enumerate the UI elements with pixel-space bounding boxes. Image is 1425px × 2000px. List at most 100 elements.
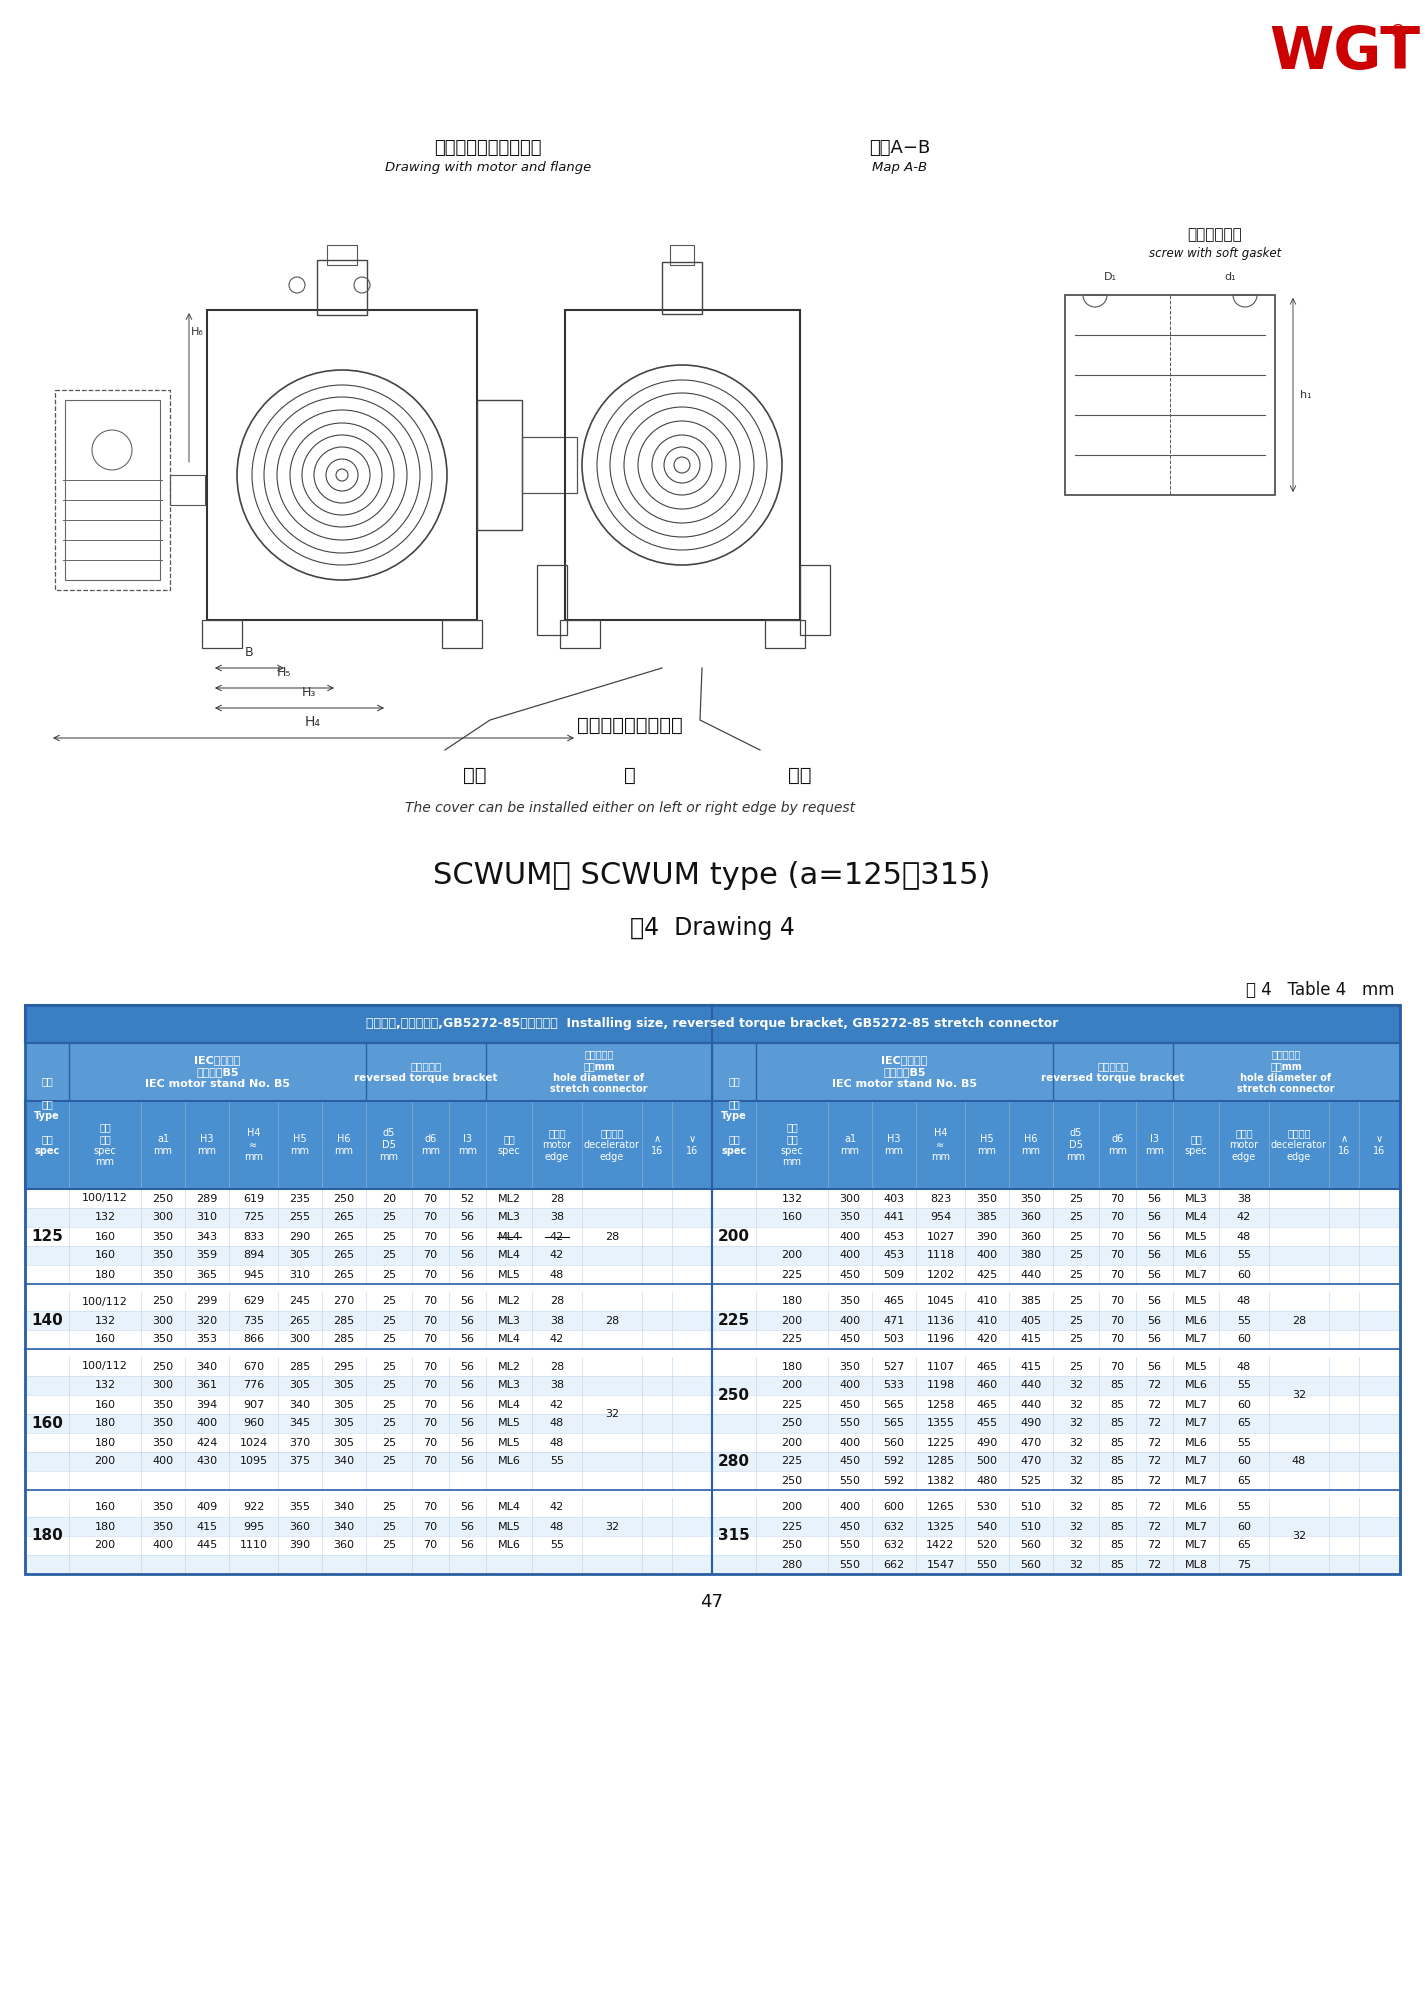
Text: 250: 250	[152, 1296, 174, 1306]
Text: 70: 70	[1110, 1232, 1124, 1242]
Text: 305: 305	[289, 1250, 311, 1260]
Text: ML4: ML4	[497, 1334, 520, 1344]
Text: 424: 424	[197, 1438, 218, 1448]
Text: ML6: ML6	[1184, 1438, 1207, 1448]
Text: Drawing with motor and flange: Drawing with motor and flange	[385, 160, 591, 174]
Text: 70: 70	[423, 1400, 437, 1410]
Text: ML6: ML6	[497, 1456, 520, 1466]
Text: 70: 70	[1110, 1212, 1124, 1222]
Text: 左端: 左端	[463, 766, 487, 784]
Text: 225: 225	[781, 1522, 802, 1532]
Text: 48: 48	[550, 1270, 564, 1280]
Text: 70: 70	[423, 1380, 437, 1390]
Text: 85: 85	[1110, 1540, 1124, 1550]
Text: 56: 56	[1147, 1362, 1161, 1372]
Bar	[26, 1536, 1399, 1556]
Text: 32: 32	[606, 1522, 618, 1532]
Text: 340: 340	[197, 1362, 218, 1372]
Text: 32: 32	[1069, 1418, 1083, 1428]
Text: 200: 200	[781, 1502, 802, 1512]
Text: 490: 490	[976, 1438, 998, 1448]
Bar	[26, 1432, 1399, 1452]
Text: 415: 415	[1020, 1334, 1042, 1344]
Bar	[765, 620, 805, 648]
Text: h₁: h₁	[1300, 390, 1311, 400]
Text: 56: 56	[1147, 1250, 1161, 1260]
Text: 132: 132	[781, 1194, 802, 1204]
Text: ML2: ML2	[497, 1362, 520, 1372]
Text: 85: 85	[1110, 1476, 1124, 1486]
Text: 85: 85	[1110, 1456, 1124, 1466]
Text: 25: 25	[382, 1418, 396, 1428]
Text: 530: 530	[976, 1502, 998, 1512]
Text: 592: 592	[884, 1476, 905, 1486]
Text: 450: 450	[839, 1334, 861, 1344]
Text: 360: 360	[333, 1540, 355, 1550]
Text: 894: 894	[242, 1250, 264, 1260]
Text: 350: 350	[839, 1362, 861, 1372]
Text: 1198: 1198	[926, 1380, 955, 1390]
Text: 带电机和法兰盘的视图: 带电机和法兰盘的视图	[435, 140, 542, 158]
Text: 56: 56	[460, 1212, 475, 1222]
Bar	[56, 390, 170, 590]
Text: d6
mm: d6 mm	[420, 1134, 440, 1156]
Text: 565: 565	[884, 1400, 905, 1410]
Text: 28: 28	[1292, 1316, 1307, 1326]
Text: 25: 25	[382, 1232, 396, 1242]
Text: 455: 455	[976, 1418, 998, 1428]
Bar	[477, 400, 522, 530]
Text: 25: 25	[1069, 1212, 1083, 1222]
Text: 70: 70	[1110, 1270, 1124, 1280]
Text: 160: 160	[94, 1334, 115, 1344]
Text: 250: 250	[333, 1194, 355, 1204]
Text: 305: 305	[289, 1380, 311, 1390]
Text: ®: ®	[1389, 22, 1406, 40]
Text: 450: 450	[839, 1456, 861, 1466]
Text: D₁: D₁	[1103, 272, 1117, 282]
Text: 200: 200	[718, 1228, 750, 1244]
Bar	[26, 1188, 1399, 1208]
Text: 70: 70	[423, 1438, 437, 1448]
Text: 55: 55	[1237, 1316, 1251, 1326]
Text: 460: 460	[976, 1380, 998, 1390]
Text: 28: 28	[550, 1194, 564, 1204]
Text: 60: 60	[1237, 1334, 1251, 1344]
Text: 1355: 1355	[926, 1418, 955, 1428]
Text: 70: 70	[423, 1194, 437, 1204]
Text: 55: 55	[550, 1456, 564, 1466]
Text: 310: 310	[197, 1212, 218, 1222]
Text: 65: 65	[1237, 1476, 1251, 1486]
Text: 60: 60	[1237, 1522, 1251, 1532]
Text: 25: 25	[1069, 1316, 1083, 1326]
Text: 72: 72	[1147, 1418, 1161, 1428]
Text: H₆: H₆	[191, 326, 204, 336]
Text: 132: 132	[94, 1316, 115, 1326]
Text: 85: 85	[1110, 1522, 1124, 1532]
Text: 1095: 1095	[239, 1456, 268, 1466]
Text: 柔性庞尺楮栖: 柔性庞尺楮栖	[1187, 228, 1243, 242]
Text: 285: 285	[333, 1334, 355, 1344]
Text: 弹性联轴器
孔径mm
hole diameter of
stretch connector: 弹性联轴器 孔径mm hole diameter of stretch conn…	[1237, 1050, 1335, 1094]
Text: 250: 250	[152, 1362, 174, 1372]
Text: 450: 450	[839, 1270, 861, 1280]
Text: 70: 70	[423, 1316, 437, 1326]
Text: 42: 42	[550, 1400, 564, 1410]
Text: 400: 400	[839, 1250, 861, 1260]
Text: 465: 465	[884, 1296, 905, 1306]
Text: 72: 72	[1147, 1476, 1161, 1486]
Text: 343: 343	[197, 1232, 218, 1242]
Text: 527: 527	[884, 1362, 905, 1372]
Text: 200: 200	[94, 1456, 115, 1466]
Text: 25: 25	[382, 1522, 396, 1532]
Bar	[26, 1452, 1399, 1472]
Text: 1027: 1027	[926, 1232, 955, 1242]
Text: 70: 70	[1110, 1316, 1124, 1326]
Bar	[316, 260, 368, 314]
Text: 右端: 右端	[788, 766, 812, 784]
Text: 25: 25	[382, 1362, 396, 1372]
Text: ML6: ML6	[1184, 1502, 1207, 1512]
Text: 305: 305	[333, 1380, 355, 1390]
Text: 85: 85	[1110, 1438, 1124, 1448]
Text: 350: 350	[152, 1502, 174, 1512]
Text: 400: 400	[197, 1418, 218, 1428]
